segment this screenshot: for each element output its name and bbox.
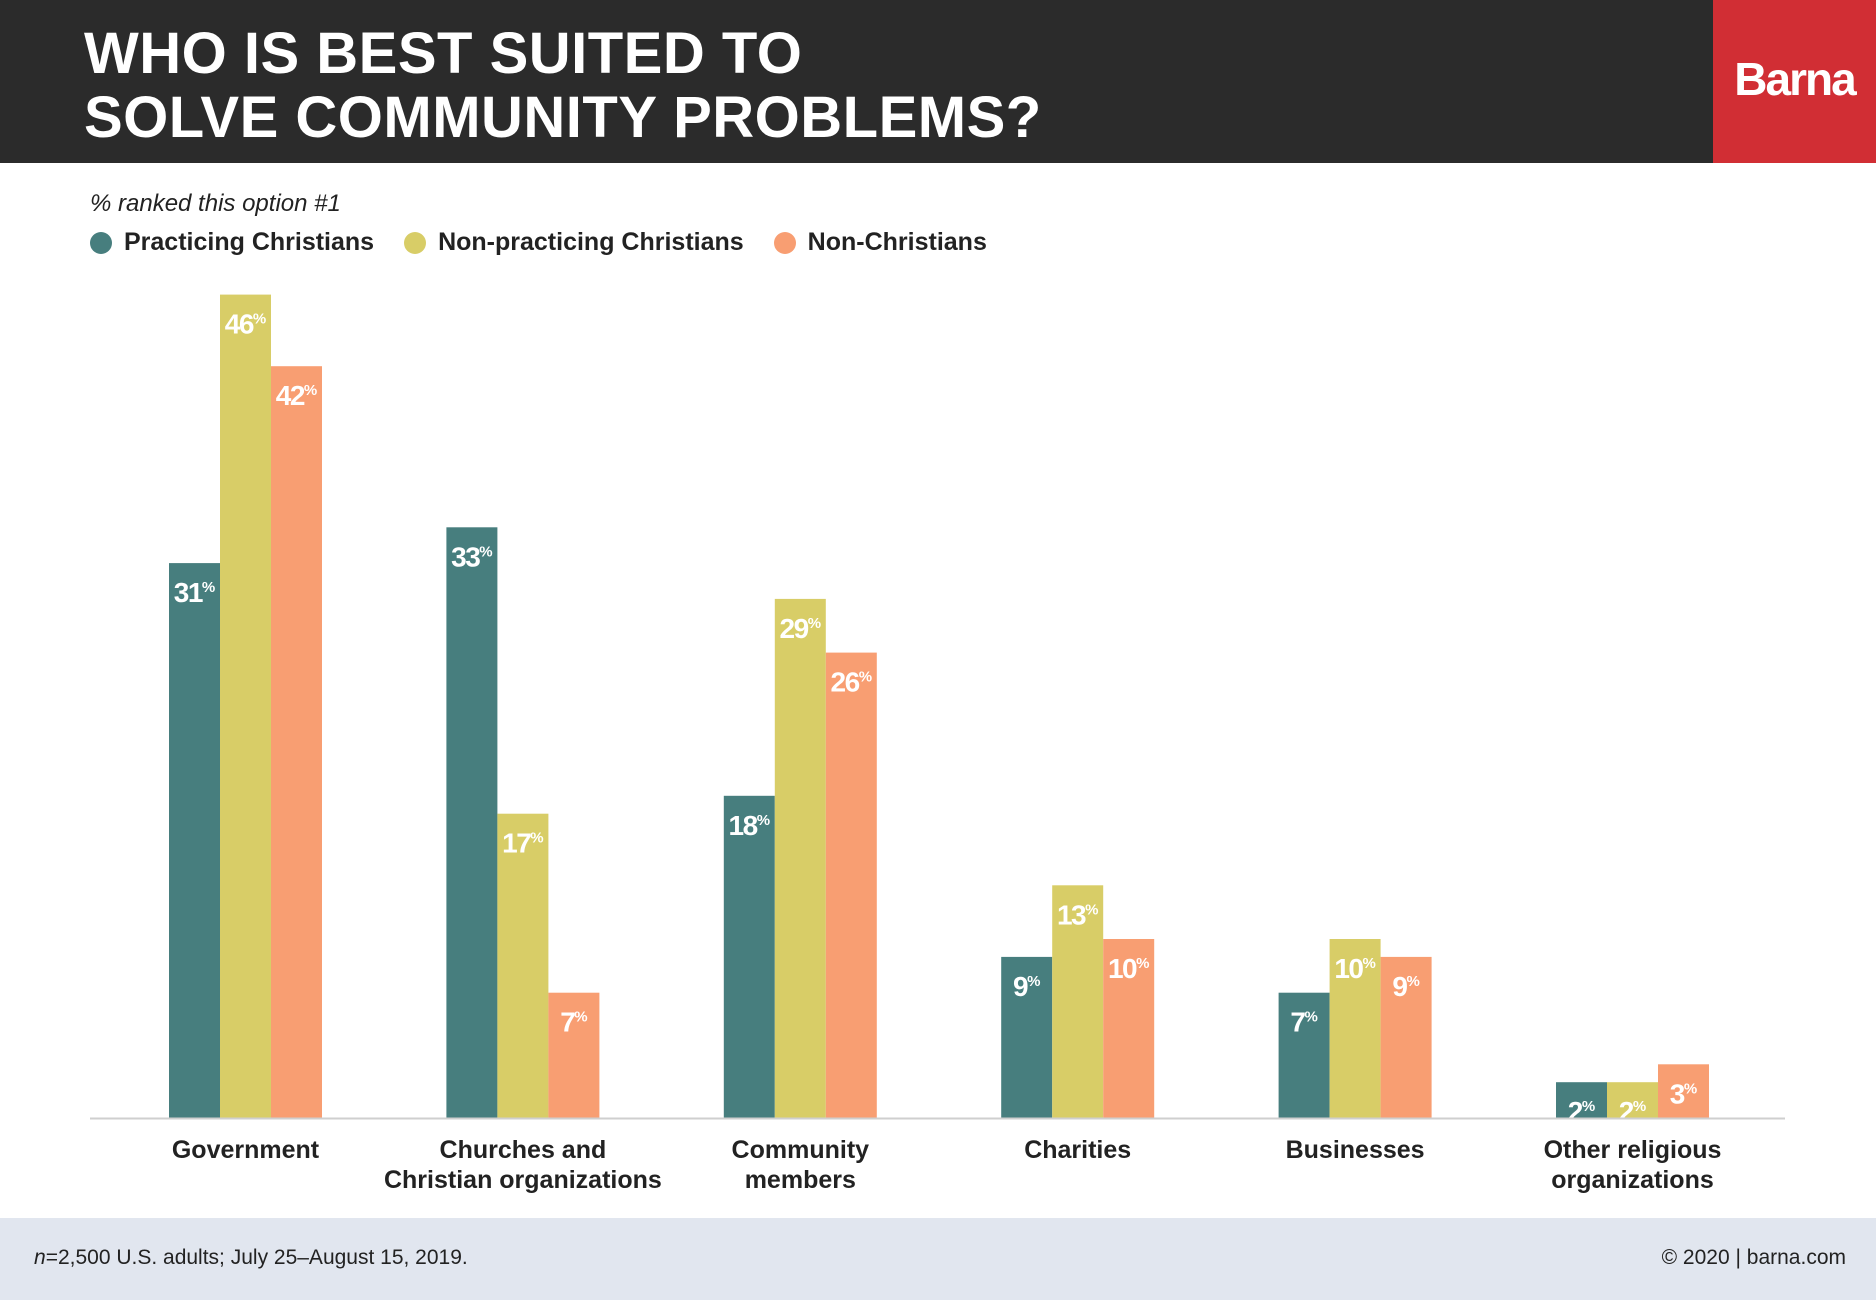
data-label: 46% [225,309,267,340]
category-label: organizations [1551,1166,1714,1194]
category-label: Christian organizations [384,1166,662,1194]
bar [497,813,549,1118]
copyright: © 2020 | barna.com [1661,1246,1846,1269]
data-label: 9% [1392,971,1419,1002]
sample-note-text: =2,500 U.S. adults; July 25–August 15, 2… [45,1246,468,1269]
header: WHO IS BEST SUITED TO SOLVE COMMUNITY PR… [0,0,1876,163]
category-label: Charities [1024,1136,1131,1164]
data-label: 13% [1057,899,1099,930]
data-label: 10% [1108,953,1150,984]
data-label: 7% [560,1007,587,1038]
category-label: Community [732,1136,870,1164]
data-label: 2% [1619,1096,1646,1127]
bar [548,992,600,1118]
bar [271,366,322,1118]
legend-item-practicing: Practicing Christians [90,228,374,257]
title-line-1: WHO IS BEST SUITED TO [84,21,803,86]
bar [220,294,271,1119]
bar [1556,1082,1607,1118]
legend-dot-practicing [90,231,112,254]
page-title: WHO IS BEST SUITED TO SOLVE COMMUNITY PR… [84,22,1042,150]
bar [1001,956,1053,1118]
category-label: members [745,1166,856,1194]
sample-note: n=2,500 U.S. adults; July 25–August 15, … [34,1246,468,1270]
bar [1380,956,1432,1118]
bar [1658,1064,1709,1118]
bar [1052,885,1104,1118]
bar [1278,992,1330,1118]
legend-label-practicing: Practicing Christians [124,228,375,256]
category-label: Other religious [1544,1136,1722,1164]
brand-logo: Barna [1713,0,1876,163]
data-label: 9% [1013,971,1040,1002]
data-label: 29% [780,613,822,644]
legend-item-non-christians: Non-Christians [773,228,987,257]
bar [723,795,775,1118]
legend-dot-non-christians [773,231,796,254]
bar [825,652,877,1118]
bar [1607,1082,1658,1118]
category-label: Government [172,1136,320,1164]
legend-label-non-christians: Non-Christians [807,228,987,256]
data-label: 33% [451,541,493,572]
title-line-2: SOLVE COMMUNITY PROBLEMS? [84,85,1042,150]
legend-label-non-practicing: Non-practicing Christians [438,228,744,256]
footer: n=2,500 U.S. adults; July 25–August 15, … [0,1218,1876,1300]
data-label: 26% [831,667,873,698]
legend-item-non-practicing: Non-practicing Christians [404,228,744,257]
data-label: 10% [1334,953,1376,984]
data-label: 17% [502,828,544,859]
data-label: 31% [174,577,216,608]
data-label: 3% [1670,1078,1697,1109]
bar [1329,939,1381,1118]
brand-name: Barna [1734,53,1856,105]
bar [446,527,498,1118]
bar [169,563,220,1118]
data-label: 7% [1290,1007,1317,1038]
bar [1103,939,1155,1118]
chart-subtitle: % ranked this option #1 [90,190,341,217]
category-label: Businesses [1286,1136,1425,1164]
bar [774,598,826,1118]
sample-note-n: n [34,1246,46,1269]
data-label: 2% [1568,1096,1595,1127]
legend: Practicing Christians Non-practicing Chr… [90,228,1017,257]
legend-dot-non-practicing [404,231,427,254]
category-label: Churches and [440,1136,607,1164]
data-label: 18% [729,810,771,841]
data-label: 42% [276,380,318,411]
